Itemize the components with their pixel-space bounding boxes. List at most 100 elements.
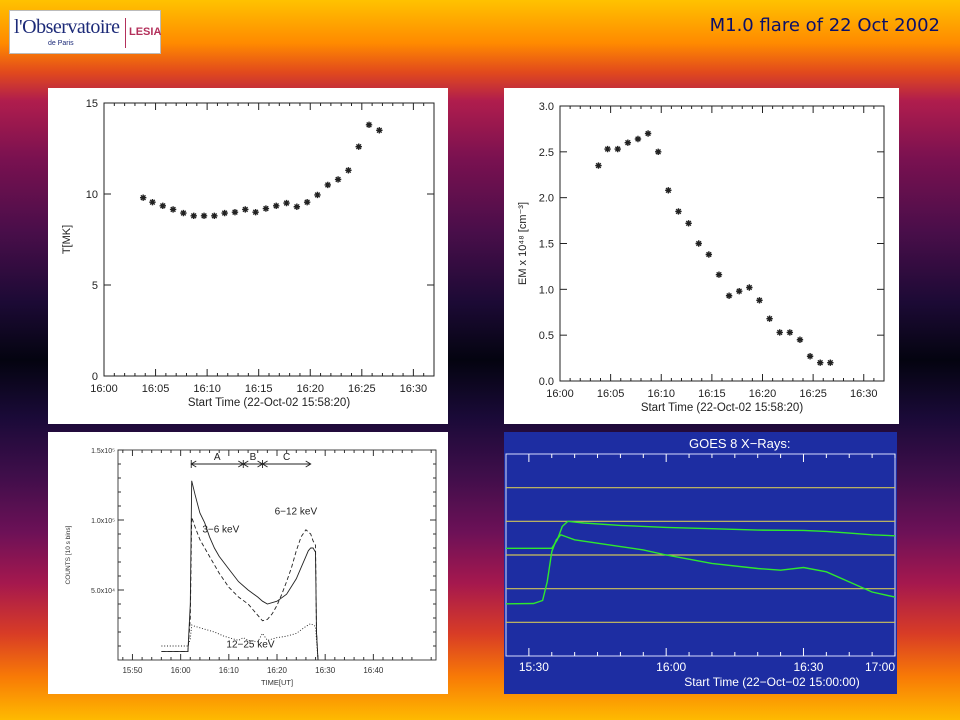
data-point	[303, 198, 311, 206]
goes-series-1-line	[506, 520, 896, 550]
data-point	[685, 220, 692, 227]
x-tick-label: 16:30	[793, 660, 823, 674]
data-point	[746, 284, 753, 291]
data-point	[634, 135, 642, 143]
y-tick-label: 1.5x10⁵	[91, 448, 115, 455]
y-tick-label: 2.5	[539, 147, 554, 159]
data-point	[595, 162, 602, 169]
y-tick-label: 0	[92, 371, 98, 383]
x-tick-label: 16:20	[749, 388, 777, 400]
x-axis-label: TIME[UT]	[261, 678, 293, 687]
data-point	[715, 271, 723, 278]
data-point	[262, 205, 270, 212]
y-tick-label: 5	[92, 280, 98, 292]
data-point	[293, 203, 301, 210]
data-point	[786, 329, 794, 336]
counts-lightcurve-plot: 15:50 16:00 16:10 16:20 16:30 16:40 5.0x10⁴ 1.0…	[65, 448, 437, 687]
data-point	[365, 121, 373, 129]
y-tick-label: 10	[86, 189, 98, 201]
data-point	[180, 209, 187, 217]
data-point	[211, 212, 218, 220]
data-point	[736, 287, 743, 295]
series-dashed-line	[161, 517, 319, 661]
data-point	[200, 212, 208, 220]
data-point	[675, 208, 682, 215]
x-tick-label: 16:10	[647, 388, 675, 400]
page-title: M1.0 flare of 22 Oct 2002	[709, 15, 940, 36]
data-point	[695, 240, 702, 247]
data-point	[231, 209, 239, 216]
x-axis-label: Start Time (22−Oct−02 15:00:00)	[684, 675, 859, 689]
temperature-plot-panel: 16:00 16:05 16:10 16:15 16:20 16:25 16:30 0 5 10 1…	[48, 88, 448, 424]
data-point	[644, 130, 652, 137]
y-tick-label: 5.0x10⁴	[91, 588, 115, 595]
y-tick-label: 2.0	[539, 193, 554, 205]
energy-band-label: 3−6 keV	[202, 525, 239, 536]
y-axis-label: COUNTS [10 s bins]	[65, 525, 72, 584]
data-point	[252, 209, 259, 216]
series-solid-line	[161, 480, 319, 661]
data-point	[242, 206, 249, 213]
goes-xrays-panel: 15:30 16:00 16:30 17:00 GOES 8 X−Rays: Start …	[504, 432, 897, 694]
data-point	[604, 145, 611, 153]
x-tick-label: 16:10	[193, 383, 221, 395]
interval-label: A	[214, 452, 221, 463]
data-point	[756, 297, 763, 304]
data-point	[159, 202, 166, 210]
x-tick-label: 16:00	[90, 383, 118, 395]
interval-label: B	[250, 452, 257, 463]
x-tick-label: 16:40	[363, 666, 384, 675]
x-tick-label: 16:10	[219, 666, 240, 675]
energy-band-label: 12−25 keV	[226, 639, 274, 650]
data-point	[796, 336, 804, 343]
chart-title: GOES 8 X−Rays:	[689, 436, 791, 451]
y-tick-label: 0.5	[539, 330, 554, 342]
y-tick-label: 1.0	[539, 284, 554, 296]
x-tick-label: 16:05	[597, 388, 625, 400]
observatoire-lesia-logo: l'Observatoire de Paris LESIA	[9, 10, 161, 54]
x-tick-label: 17:00	[865, 660, 895, 674]
x-axis-label: Start Time (22-Oct-02 15:58:20)	[188, 397, 351, 409]
data-point	[776, 329, 783, 336]
y-tick-label: 0.0	[539, 376, 554, 388]
data-point	[655, 148, 662, 156]
data-point	[817, 359, 824, 366]
logo-lesia-text: LESIA	[129, 26, 162, 38]
data-point	[376, 127, 383, 134]
y-axis-label: EM x 10⁴⁸ [cm⁻³]	[517, 202, 529, 285]
plot-frame	[103, 102, 435, 377]
x-tick-label: 16:20	[296, 383, 324, 395]
x-tick-label: 15:30	[519, 660, 549, 674]
data-point	[806, 353, 814, 360]
logo-paris-text: de Paris	[48, 40, 74, 47]
data-point	[314, 191, 321, 199]
x-tick-label: 16:25	[348, 383, 376, 395]
data-point	[139, 194, 147, 201]
data-point	[705, 251, 713, 258]
data-point	[725, 292, 733, 299]
data-point	[283, 199, 290, 207]
x-axis-label: Start Time (22-Oct-02 15:58:20)	[641, 402, 804, 414]
data-point	[149, 198, 156, 206]
energy-band-label: 6−12 keV	[275, 506, 318, 517]
x-tick-label: 16:30	[315, 666, 336, 675]
data-point	[345, 167, 352, 174]
data-point	[221, 209, 228, 217]
data-point	[169, 206, 177, 213]
x-tick-label: 16:00	[171, 666, 192, 675]
y-tick-label: 1.5	[539, 239, 554, 251]
emission-measure-plot: 16:00 16:05 16:10 16:15 16:20 16:25 16:30 0.0 0.…	[517, 101, 885, 414]
y-tick-label: 1.0x10⁵	[91, 518, 115, 525]
logo-separator	[125, 18, 126, 48]
y-tick-label: 3.0	[539, 101, 554, 113]
interval-arrowhead-right	[305, 460, 312, 468]
x-tick-label: 16:00	[656, 660, 686, 674]
x-tick-label: 16:30	[400, 383, 428, 395]
goes-series-2-line	[505, 533, 896, 605]
data-point	[190, 212, 197, 220]
y-axis-label: T[MK]	[61, 225, 73, 254]
x-tick-label: 16:25	[799, 388, 827, 400]
data-point	[324, 181, 331, 189]
data-point	[614, 145, 621, 153]
plot-frame	[117, 449, 437, 661]
